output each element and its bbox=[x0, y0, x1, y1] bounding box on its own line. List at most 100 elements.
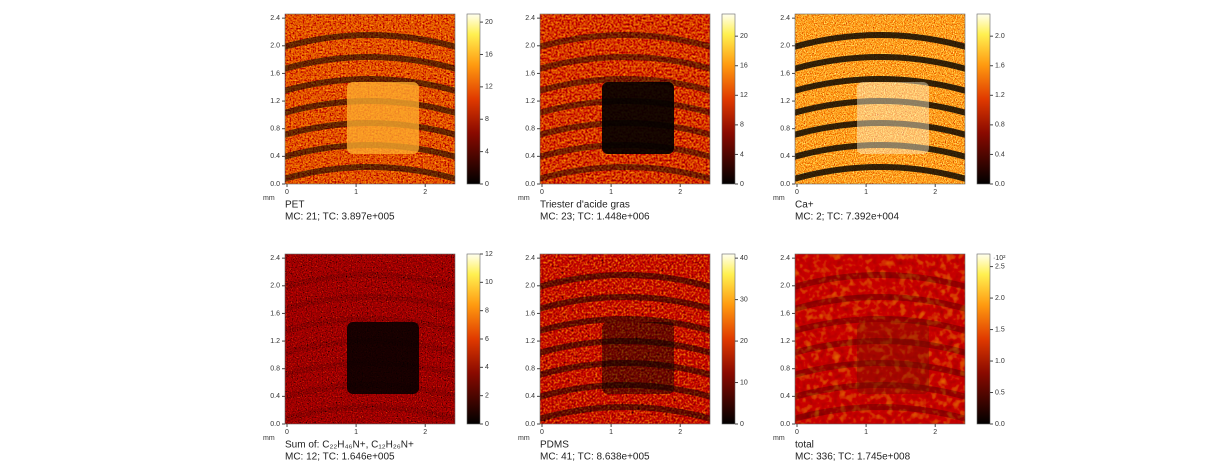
colorbar-tick-label: 2.0 bbox=[995, 33, 1005, 40]
stripe bbox=[795, 32, 965, 50]
y-tick-label: 2.4 bbox=[780, 255, 790, 262]
colorbar bbox=[721, 13, 736, 185]
x-tick-label: 1 bbox=[864, 429, 868, 436]
colorbar-tick-label: 40 bbox=[740, 255, 748, 262]
y-tick-label: 0.4 bbox=[525, 393, 535, 400]
stripe bbox=[540, 54, 710, 72]
stripe bbox=[285, 294, 455, 312]
stripe bbox=[795, 404, 965, 422]
colorbar-tick-label: 30 bbox=[740, 296, 748, 303]
x-tick-label: 2 bbox=[423, 429, 427, 436]
colorbar bbox=[976, 13, 991, 185]
y-tick-label: 0.4 bbox=[525, 153, 535, 160]
ion-image bbox=[795, 14, 965, 184]
y-tick-label: 0.8 bbox=[525, 366, 535, 373]
stripe bbox=[540, 316, 710, 334]
y-tick-label: 1.2 bbox=[525, 338, 535, 345]
y-tick-label: 1.6 bbox=[270, 70, 280, 77]
colorbar-tick-label: 1.2 bbox=[995, 92, 1005, 99]
image-frame bbox=[794, 253, 966, 425]
stripe bbox=[540, 272, 710, 290]
ion-image bbox=[540, 14, 710, 184]
axis-unit: mm bbox=[773, 435, 785, 442]
stripe bbox=[285, 316, 455, 334]
stripe bbox=[795, 76, 965, 94]
colorbar-tick-label: 1.6 bbox=[995, 63, 1005, 70]
colorbar bbox=[721, 253, 736, 425]
ion-info: MC: 23; TC: 1.448e+006 bbox=[540, 212, 650, 223]
colorbar-unit: ·10² bbox=[993, 255, 1006, 262]
colorbar bbox=[466, 13, 481, 185]
colorbar-tick-label: 12 bbox=[485, 251, 493, 258]
ion-info: MC: 12; TC: 1.646e+005 bbox=[285, 452, 395, 463]
colorbar-tick-label: 4 bbox=[740, 151, 744, 158]
y-tick-label: 0.4 bbox=[780, 393, 790, 400]
colorbar-tick-label: 0.5 bbox=[995, 389, 1005, 396]
x-tick-label: 1 bbox=[864, 189, 868, 196]
stripe bbox=[795, 338, 965, 356]
y-tick-label: 0.4 bbox=[270, 393, 280, 400]
stripe bbox=[795, 98, 965, 116]
y-tick-label: 0.0 bbox=[780, 421, 790, 428]
y-tick-label: 1.6 bbox=[780, 310, 790, 317]
axis-unit: mm bbox=[518, 195, 530, 202]
image-frame bbox=[539, 13, 711, 185]
x-tick-label: 2 bbox=[423, 189, 427, 196]
y-tick-label: 0.8 bbox=[270, 366, 280, 373]
y-tick-label: 0.0 bbox=[525, 181, 535, 188]
x-tick-label: 0 bbox=[285, 189, 289, 196]
stripe bbox=[795, 164, 965, 182]
stripe bbox=[795, 120, 965, 138]
y-tick-label: 2.4 bbox=[525, 15, 535, 22]
colorbar-tick-label: 0.0 bbox=[995, 421, 1005, 428]
square-region bbox=[857, 322, 929, 394]
colorbar-tick-label: 16 bbox=[485, 51, 493, 58]
colorbar-tick-label: 6 bbox=[485, 336, 489, 343]
colorbar bbox=[466, 253, 481, 425]
axis-unit: mm bbox=[773, 195, 785, 202]
x-tick-label: 2 bbox=[933, 429, 937, 436]
y-tick-label: 1.6 bbox=[525, 70, 535, 77]
y-tick-label: 1.2 bbox=[270, 98, 280, 105]
x-tick-label: 1 bbox=[609, 189, 613, 196]
ion-image bbox=[795, 254, 965, 424]
stripe bbox=[795, 294, 965, 312]
ion-info: MC: 21; TC: 3.897e+005 bbox=[285, 212, 395, 223]
axis-unit: mm bbox=[263, 435, 275, 442]
ion-label: PDMS bbox=[540, 440, 569, 451]
stripe bbox=[540, 294, 710, 312]
stripe bbox=[540, 338, 710, 356]
y-tick-label: 2.0 bbox=[525, 43, 535, 50]
axis-unit: mm bbox=[263, 195, 275, 202]
stripe bbox=[285, 54, 455, 72]
y-tick-label: 2.4 bbox=[525, 255, 535, 262]
y-tick-label: 2.0 bbox=[780, 43, 790, 50]
square-region bbox=[857, 82, 929, 154]
colorbar-tick-label: 8 bbox=[485, 116, 489, 123]
ion-label: PET bbox=[285, 200, 304, 211]
y-tick-label: 2.4 bbox=[780, 15, 790, 22]
colorbar-tick-label: 0 bbox=[740, 421, 744, 428]
y-tick-label: 2.0 bbox=[525, 283, 535, 290]
ion-image bbox=[285, 14, 455, 184]
colorbar-tick-label: 0.8 bbox=[995, 122, 1005, 129]
x-tick-label: 1 bbox=[609, 429, 613, 436]
colorbar-tick-label: 8 bbox=[485, 308, 489, 315]
colorbar-tick-label: 10 bbox=[740, 379, 748, 386]
stripe bbox=[540, 360, 710, 378]
square-region bbox=[347, 322, 419, 394]
colorbar-tick-label: 4 bbox=[485, 364, 489, 371]
stripe bbox=[540, 76, 710, 94]
y-tick-label: 0.0 bbox=[780, 181, 790, 188]
colorbar bbox=[976, 253, 991, 425]
stripe bbox=[795, 142, 965, 160]
stripe bbox=[540, 382, 710, 400]
ion-info: MC: 336; TC: 1.745e+008 bbox=[795, 452, 911, 463]
y-tick-label: 2.0 bbox=[270, 283, 280, 290]
colorbar-tick-label: 0 bbox=[485, 181, 489, 188]
ion-label: total bbox=[795, 440, 814, 451]
y-tick-label: 2.0 bbox=[270, 43, 280, 50]
colorbar-tick-label: 0 bbox=[485, 421, 489, 428]
y-tick-label: 0.0 bbox=[525, 421, 535, 428]
